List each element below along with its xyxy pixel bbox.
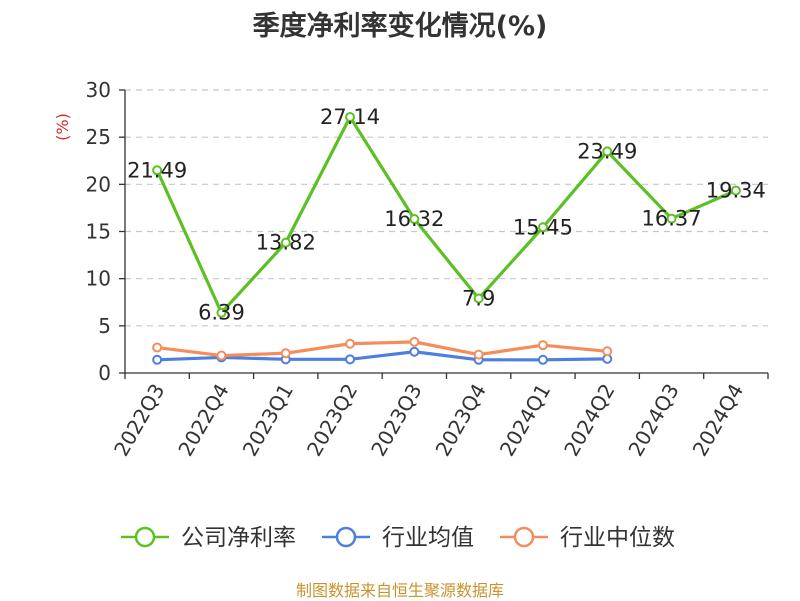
y-tick-label: 5: [98, 314, 111, 338]
series-point-0: [602, 146, 613, 157]
x-tick-label: 2024Q2: [559, 380, 619, 461]
legend-label: 行业中位数: [560, 525, 675, 551]
data-label: 21.49: [127, 158, 187, 182]
legend-item-0[interactable]: 公司净利率: [121, 525, 296, 551]
series-point-0: [216, 307, 227, 318]
series-point-2: [280, 348, 291, 359]
y-tick-label: 0: [98, 361, 111, 385]
legend-swatch-marker: [513, 526, 535, 548]
x-tick-label: 2023Q1: [238, 380, 298, 461]
data-label: 7.9: [462, 286, 495, 310]
series-point-0: [473, 293, 484, 304]
series-line-2: [156, 340, 608, 358]
series-point-2: [216, 350, 227, 361]
x-tick-label: 2023Q3: [366, 380, 426, 461]
series-point-2: [345, 338, 356, 349]
series-point-2: [537, 340, 548, 351]
legend[interactable]: 公司净利率 行业均值 行业中位数: [121, 525, 675, 551]
grid-lines: [125, 89, 768, 327]
series-line-1: [157, 350, 608, 362]
data-label: 13.82: [256, 231, 316, 255]
legend-swatch-marker: [134, 526, 156, 548]
data-label: 16.32: [384, 207, 444, 231]
series-point-1: [409, 346, 420, 357]
x-tick-label: 2022Q3: [109, 380, 169, 461]
data-label: 15.45: [513, 215, 573, 239]
y-tick-label: 30: [86, 78, 111, 102]
source-note: 制图数据来自恒生聚源数据库: [295, 581, 504, 600]
series-point-2: [602, 346, 613, 357]
series-point-0: [409, 214, 420, 225]
x-tick-label: 2024Q1: [495, 380, 555, 461]
series-point-1: [152, 354, 163, 365]
x-tick-label: 2022Q4: [173, 380, 233, 461]
series-point-1: [537, 354, 548, 365]
series-point-0: [666, 213, 677, 224]
legend-label: 公司净利率: [181, 525, 296, 551]
data-labels: 21.49 6.39 13.82 27.14 16.32 7.9 15.45 23.49 16.…: [127, 105, 766, 325]
x-tick-label: 2023Q4: [431, 380, 491, 461]
series-point-0: [537, 222, 548, 233]
x-tick-label: 2024Q4: [688, 380, 748, 461]
y-tick-label: 15: [86, 220, 111, 244]
series-lines: [152, 111, 741, 365]
data-label: 23.49: [577, 139, 637, 163]
series-point-2: [409, 336, 420, 347]
data-label: 27.14: [320, 105, 380, 129]
series-point-2: [152, 342, 163, 353]
legend-swatch-marker: [335, 526, 357, 548]
series-point-0: [730, 185, 741, 196]
data-label: 16.37: [641, 207, 701, 231]
x-tick-label: 2024Q3: [623, 380, 683, 461]
series-point-0: [345, 111, 356, 122]
series-point-1: [345, 354, 356, 365]
series-point-2: [473, 349, 484, 360]
legend-item-1[interactable]: 行业均值: [322, 525, 474, 551]
series-point-0: [152, 165, 163, 176]
series-line-0: [155, 115, 737, 315]
chart-title: 季度净利率变化情况(%): [252, 11, 548, 42]
legend-label: 行业均值: [382, 525, 474, 551]
y-tick-label: 10: [86, 267, 111, 291]
legend-item-2[interactable]: 行业中位数: [500, 525, 675, 551]
x-tick-label: 2023Q2: [302, 380, 362, 461]
data-label: 6.39: [198, 301, 245, 325]
series-point-0: [280, 237, 291, 248]
data-label: 19.34: [706, 179, 766, 203]
y-axis-unit-label: (%): [53, 113, 72, 141]
y-tick-label: 20: [86, 172, 111, 196]
y-tick-label: 25: [86, 125, 111, 149]
